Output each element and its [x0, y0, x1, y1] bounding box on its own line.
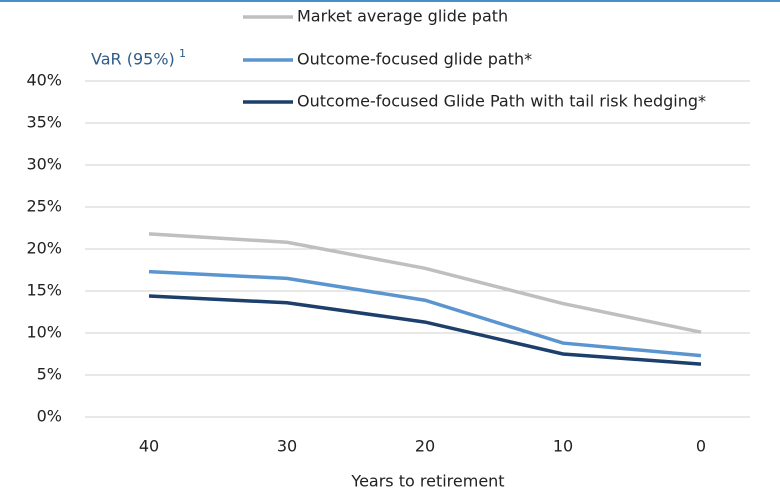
- y-tick-label: 20%: [26, 239, 62, 258]
- x-tick-label: 40: [139, 437, 159, 456]
- series-line: [148, 232, 702, 334]
- y-tick-label: 10%: [26, 323, 62, 342]
- y-axis-label: VaR (95%): [91, 50, 175, 69]
- y-tick-label: 35%: [26, 113, 62, 132]
- legend-label: Market average glide path: [297, 7, 508, 26]
- y-tick-label: 5%: [37, 365, 62, 384]
- y-tick-label: 40%: [26, 71, 62, 90]
- y-tick-label: 0%: [37, 407, 62, 426]
- legend-label: Outcome-focused glide path*: [297, 50, 532, 69]
- y-tick-label: 15%: [26, 281, 62, 300]
- series-line: [148, 269, 702, 358]
- x-tick-label: 10: [553, 437, 573, 456]
- y-tick-label: 25%: [26, 197, 62, 216]
- x-axis-label: Years to retirement: [350, 472, 504, 491]
- legend-label: Outcome-focused Glide Path with tail ris…: [297, 92, 706, 111]
- series-line: [148, 294, 702, 366]
- x-tick-label: 0: [696, 437, 706, 456]
- y-axis-label-superscript: 1: [179, 47, 186, 60]
- x-tick-label: 30: [277, 437, 297, 456]
- x-tick-label: 20: [415, 437, 435, 456]
- y-tick-label: 30%: [26, 155, 62, 174]
